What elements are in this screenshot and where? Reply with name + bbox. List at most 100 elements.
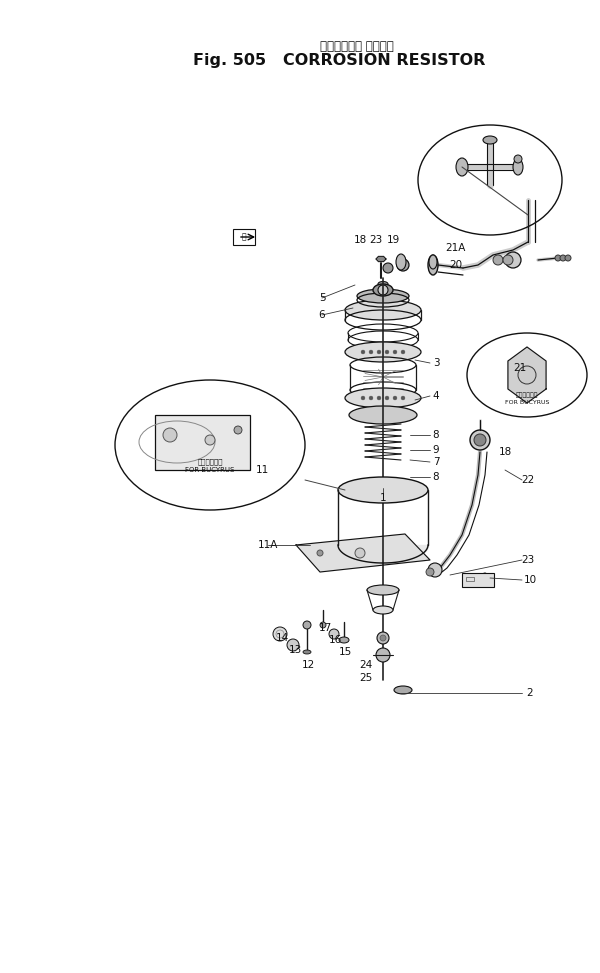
Circle shape	[320, 622, 326, 628]
Circle shape	[428, 563, 442, 577]
Text: 4: 4	[433, 391, 439, 401]
Circle shape	[378, 285, 388, 295]
Text: 15: 15	[338, 647, 352, 657]
Ellipse shape	[345, 388, 421, 408]
Circle shape	[273, 627, 287, 641]
Bar	[233, 229, 255, 245]
Circle shape	[355, 548, 365, 558]
Text: 8: 8	[433, 430, 439, 440]
Bar	[155, 415, 250, 470]
Circle shape	[163, 428, 177, 442]
Text: 22: 22	[521, 475, 535, 485]
Text: 8: 8	[433, 472, 439, 482]
Text: 18: 18	[499, 447, 512, 457]
Text: コロージョン レジスタ: コロージョン レジスタ	[320, 40, 394, 54]
Ellipse shape	[349, 406, 417, 424]
Bar	[466, 577, 474, 581]
Polygon shape	[508, 347, 546, 403]
Circle shape	[369, 350, 373, 354]
Bar	[462, 573, 494, 587]
Text: 3: 3	[433, 358, 439, 368]
Circle shape	[369, 396, 373, 400]
Circle shape	[393, 350, 397, 354]
Circle shape	[505, 252, 521, 268]
Ellipse shape	[357, 289, 409, 303]
Text: 19: 19	[386, 235, 400, 245]
Circle shape	[205, 435, 215, 445]
Circle shape	[393, 396, 397, 400]
Text: 23: 23	[521, 555, 535, 565]
Text: 13: 13	[289, 645, 302, 655]
Polygon shape	[376, 257, 386, 262]
Ellipse shape	[483, 136, 497, 144]
Text: 23: 23	[370, 235, 383, 245]
Circle shape	[234, 426, 242, 434]
Circle shape	[385, 350, 389, 354]
Circle shape	[518, 366, 536, 384]
Ellipse shape	[338, 477, 428, 503]
Text: Fig. 505   CORROSION RESISTOR: Fig. 505 CORROSION RESISTOR	[193, 53, 485, 68]
Ellipse shape	[345, 342, 421, 362]
Circle shape	[470, 430, 490, 450]
Circle shape	[361, 396, 365, 400]
Circle shape	[474, 434, 486, 446]
Text: 16: 16	[328, 635, 341, 645]
Text: 24: 24	[359, 660, 373, 670]
Text: 12: 12	[301, 660, 314, 670]
Ellipse shape	[397, 259, 409, 271]
Ellipse shape	[396, 254, 406, 270]
Text: 1: 1	[380, 493, 386, 503]
Text: 25: 25	[359, 673, 373, 683]
Circle shape	[493, 255, 503, 265]
Circle shape	[401, 396, 405, 400]
Text: 10: 10	[523, 575, 536, 585]
Ellipse shape	[383, 263, 393, 273]
Circle shape	[503, 255, 513, 265]
Text: 矢: 矢	[242, 233, 247, 241]
Circle shape	[377, 632, 389, 644]
Ellipse shape	[367, 585, 399, 595]
Text: 11A: 11A	[258, 540, 278, 550]
Text: 7: 7	[433, 457, 439, 467]
Ellipse shape	[373, 606, 393, 614]
Text: 11: 11	[256, 465, 269, 475]
Ellipse shape	[394, 686, 412, 694]
Circle shape	[380, 635, 386, 641]
Ellipse shape	[378, 281, 388, 286]
Ellipse shape	[429, 255, 437, 269]
Text: 2: 2	[527, 688, 533, 698]
Circle shape	[361, 350, 365, 354]
Ellipse shape	[339, 637, 349, 643]
Ellipse shape	[514, 155, 522, 163]
Ellipse shape	[345, 300, 421, 320]
Circle shape	[377, 350, 381, 354]
Circle shape	[377, 396, 381, 400]
Text: ビサイクス用: ビサイクス用	[516, 392, 538, 398]
Text: 21A: 21A	[445, 243, 465, 253]
Circle shape	[303, 621, 311, 629]
Circle shape	[401, 350, 405, 354]
Text: 14: 14	[275, 633, 289, 643]
Text: 5: 5	[319, 293, 325, 303]
Circle shape	[385, 396, 389, 400]
Text: FOR BUCYRUS: FOR BUCYRUS	[505, 400, 549, 405]
Ellipse shape	[303, 650, 311, 654]
Text: 17: 17	[319, 623, 332, 633]
Circle shape	[329, 629, 339, 639]
Ellipse shape	[373, 284, 393, 296]
Circle shape	[560, 255, 566, 261]
Text: 20: 20	[449, 260, 463, 270]
Circle shape	[317, 550, 323, 556]
Circle shape	[555, 255, 561, 261]
Text: 18: 18	[353, 235, 367, 245]
Ellipse shape	[428, 255, 438, 275]
Ellipse shape	[513, 159, 523, 175]
Text: 21: 21	[514, 363, 527, 373]
Polygon shape	[296, 534, 430, 572]
Text: ビサイクス用: ビサイクス用	[197, 458, 223, 465]
Circle shape	[565, 255, 571, 261]
Text: 9: 9	[433, 445, 439, 455]
Circle shape	[426, 568, 434, 576]
Ellipse shape	[456, 158, 468, 176]
Text: 6: 6	[319, 310, 325, 320]
